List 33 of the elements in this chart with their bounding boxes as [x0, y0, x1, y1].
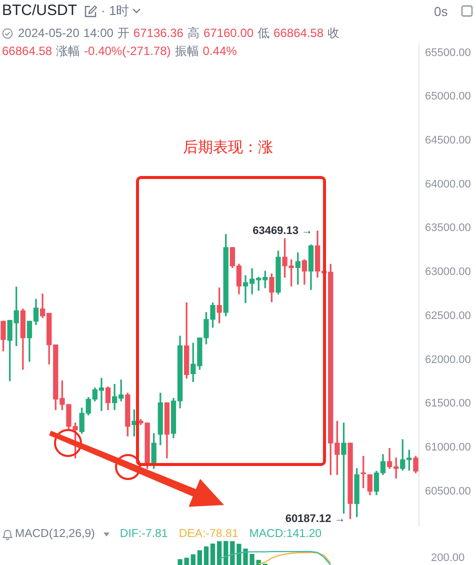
y-tick-label: 64000.00 [425, 178, 471, 190]
bar [197, 550, 202, 565]
bar [210, 544, 216, 565]
annotation: 60187.12 → [285, 512, 346, 525]
y-tick-label: 63000.00 [425, 266, 471, 278]
annotation: 63469.13 → [252, 224, 313, 237]
y-tick-label: 63500.00 [425, 222, 471, 234]
y-tick-label: 62000.00 [425, 354, 471, 366]
annotation: 后期表现：涨 [183, 139, 273, 156]
y-tick-label: 65000.00 [425, 90, 471, 103]
y-tick-label: 64500.00 [425, 134, 471, 147]
text: 200.00 [431, 552, 465, 564]
chart-title: MACD(12,26,9) [15, 528, 95, 541]
y-tick-label: 60500.00 [425, 485, 471, 498]
y-tick-label: 61000.00 [425, 441, 471, 454]
bar [204, 546, 209, 565]
y-tick-label: 62500.00 [425, 310, 471, 322]
annotation: DIF:-7.81 [120, 528, 168, 541]
bar [224, 541, 228, 565]
bar [190, 554, 196, 565]
text: 2024-05-20 14:00 开 67136.36 高 67160.00 低 66864.58 收 [18, 26, 340, 40]
y-tick-label: 61500.00 [425, 398, 471, 410]
text: 0s [434, 4, 448, 20]
bar [216, 541, 222, 565]
bar [178, 559, 182, 565]
text: · 1时 [101, 3, 130, 18]
y-tick-label: 65500.00 [425, 46, 471, 59]
annotation: 66864.58 涨幅 -0.40%(-271.78) 振幅 0.44% [2, 44, 237, 58]
chart-title: BTC/USDT [2, 2, 77, 20]
bar [184, 558, 189, 565]
annotation: DEA:-78.81 [178, 528, 238, 541]
annotation: MACD:141.20 [249, 528, 322, 541]
bar [230, 541, 235, 565]
